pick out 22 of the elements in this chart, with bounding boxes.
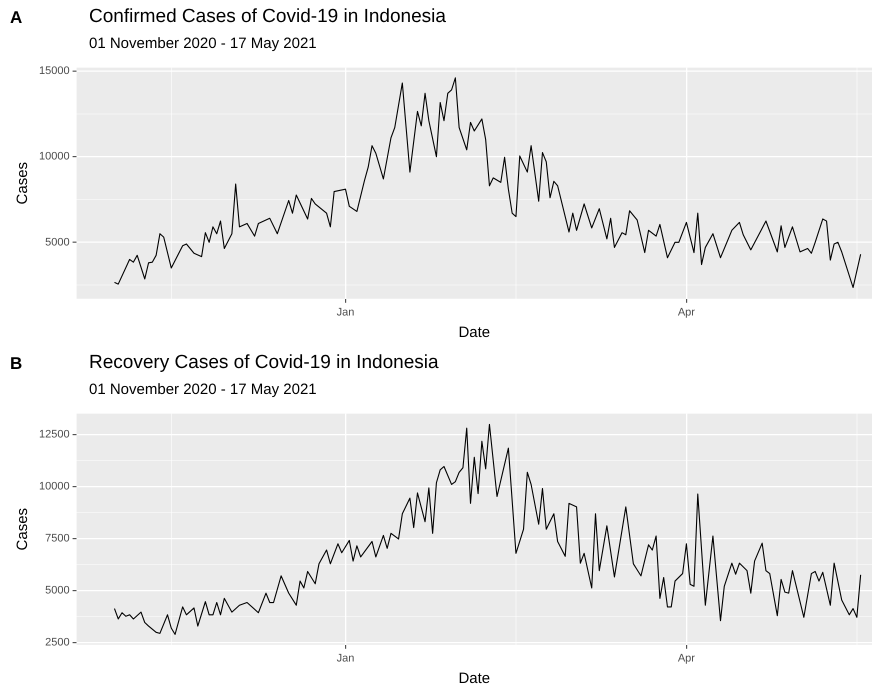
y-tick-label: 10000 (38, 150, 70, 163)
x-tick-label: Jan (336, 306, 354, 318)
text: A (10, 8, 22, 28)
y-axis-title: Cases (14, 508, 32, 550)
text: B (10, 354, 22, 374)
chart-subtitle: 01 November 2020 - 17 May 2021 (89, 381, 317, 398)
x-tick-label: Jan (336, 652, 354, 664)
y-tick-label: 5000 (45, 584, 70, 597)
y-tick-label: 2500 (45, 636, 70, 649)
y-tick-label: 12500 (38, 428, 70, 440)
chart-subtitle: 01 November 2020 - 17 May 2021 (89, 35, 317, 52)
y-axis-title: Cases (14, 162, 32, 204)
y-tick-label: 7500 (45, 532, 70, 545)
x-axis-title: Date (458, 670, 490, 688)
x-tick-label: Apr (678, 652, 696, 664)
x-axis-title: Date (458, 324, 490, 342)
y-tick-label: 15000 (38, 65, 70, 78)
chart-title: Recovery Cases of Covid-19 in Indonesia (89, 352, 439, 374)
y-tick-label: 5000 (45, 236, 70, 248)
chart-title: Confirmed Cases of Covid-19 in Indonesia (89, 6, 446, 28)
x-tick-label: Apr (678, 306, 696, 318)
y-tick-label: 10000 (38, 480, 70, 493)
